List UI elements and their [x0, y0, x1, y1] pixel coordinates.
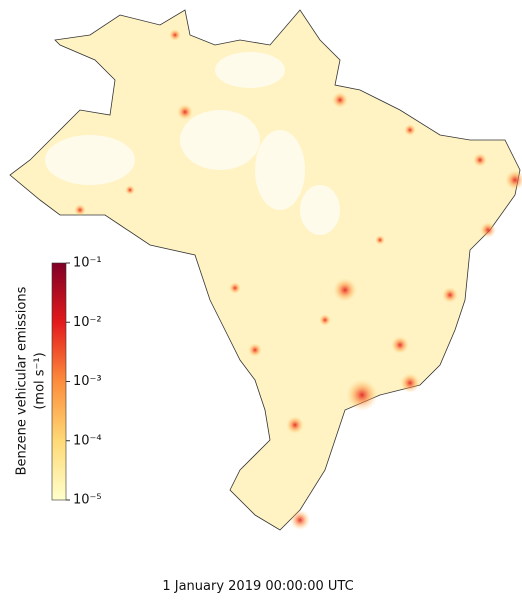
colorbar-tick-label: 10⁻³	[73, 374, 102, 389]
colorbar-label: Benzene vehicular emissions	[15, 286, 30, 475]
colorbar-units: (mol s⁻¹)	[33, 352, 48, 409]
emission-hotspots	[74, 29, 522, 530]
colorbar-tick-label: 10⁻²	[73, 315, 102, 330]
colorbar-tick-label: 10⁻¹	[73, 256, 102, 271]
colorbar-tick-label: 10⁻⁵	[73, 493, 102, 508]
low-emission-areas	[45, 52, 340, 235]
colorbar	[51, 262, 67, 501]
country-outline	[9, 9, 521, 531]
colorbar-tick-label: 10⁻⁴	[73, 433, 102, 448]
timestamp: 1 January 2019 00:00:00 UTC	[162, 579, 353, 594]
